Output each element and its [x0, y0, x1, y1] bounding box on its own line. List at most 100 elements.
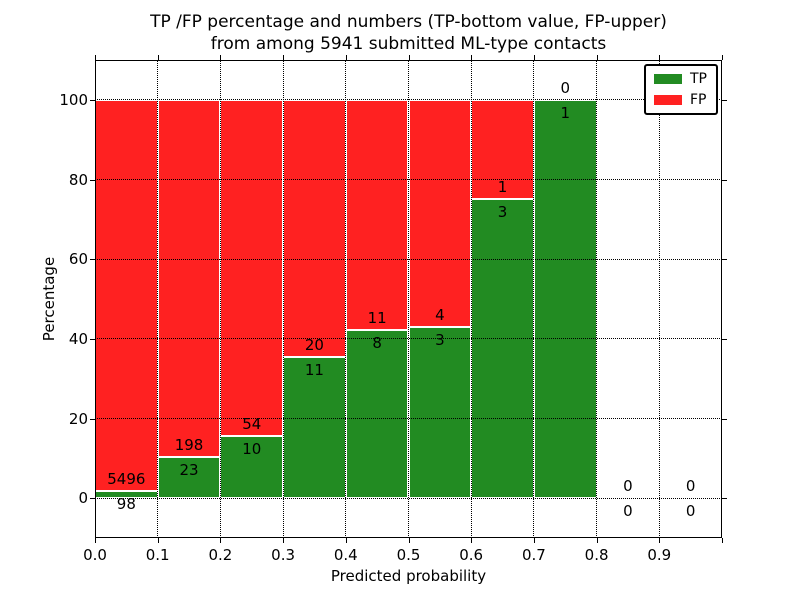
bar-segment-fp [95, 99, 158, 492]
bar-count-label-tp: 8 [372, 334, 382, 353]
bar-count-label-fp: 198 [174, 435, 204, 454]
bar-count-label-tp: 0 [623, 502, 633, 521]
bar-count-label-fp: 4 [435, 306, 445, 325]
legend-label-fp: FP [690, 92, 707, 108]
gridline-v [408, 60, 409, 538]
x-tick-mark [95, 538, 96, 543]
x-tick-mark [533, 55, 535, 60]
x-tick-label: 0.4 [333, 546, 358, 564]
x-tick-mark [283, 55, 285, 60]
x-tick-mark [471, 55, 473, 60]
bar-segment-fp [471, 99, 534, 200]
legend: TP FP [644, 64, 718, 115]
bar-segment-fp [157, 99, 221, 457]
y-tick-mark [722, 259, 727, 261]
gridline-v [470, 60, 472, 538]
legend-swatch-fp [654, 95, 682, 105]
bar-segment-tp [533, 99, 597, 499]
bar-count-label-tp: 1 [560, 103, 571, 122]
y-tick-label: 80 [68, 170, 88, 189]
x-tick-mark [408, 55, 410, 60]
bar-count-label-fp: 20 [304, 335, 324, 354]
x-tick-mark [408, 538, 410, 543]
bar-count-label-fp: 0 [685, 477, 696, 496]
x-tick-mark [722, 55, 723, 60]
y-tick-label: 20 [68, 409, 88, 428]
x-tick-label: 0.2 [208, 546, 233, 564]
y-tick-label: 40 [68, 329, 88, 348]
x-tick-mark [345, 55, 347, 60]
bar-count-label-fp: 0 [560, 78, 571, 97]
x-tick-mark [157, 538, 159, 543]
legend-item-tp: TP [654, 72, 708, 86]
x-tick-mark [471, 538, 473, 543]
bar-count-label-fp: 54 [242, 414, 262, 433]
chart-title-line2: from among 5941 submitted ML-type contac… [210, 34, 607, 54]
x-tick-mark [345, 538, 347, 543]
x-tick-mark [220, 538, 222, 543]
x-tick-label: 0.3 [271, 546, 296, 564]
x-tick-mark [95, 55, 96, 60]
x-tick-mark [722, 538, 723, 543]
x-tick-mark [220, 55, 222, 60]
bar-segment-tp [408, 327, 472, 499]
bar-segment-fp [283, 99, 346, 357]
bar-count-label-tp: 98 [116, 495, 136, 514]
x-tick-label: 0.1 [145, 546, 170, 564]
y-tick-mark [90, 179, 95, 181]
bar-segment-tp [345, 330, 409, 499]
x-tick-mark [659, 55, 661, 60]
gridline-v [282, 60, 284, 538]
legend-label-tp: TP [690, 71, 707, 87]
y-tick-mark [90, 338, 95, 340]
legend-item-fp: FP [654, 93, 708, 107]
chart-title-line1: TP /FP percentage and numbers (TP-bottom… [150, 12, 667, 32]
gridline-v [658, 60, 660, 538]
y-tick-mark [90, 99, 95, 101]
bar-segment-tp [471, 199, 534, 499]
legend-swatch-tp [654, 74, 682, 84]
bar-count-label-fp: 5496 [107, 470, 146, 489]
y-tick-label: 0 [78, 489, 88, 508]
bar-segment-fp [220, 99, 284, 436]
x-tick-label: 0.0 [83, 546, 107, 564]
gridline-v [596, 60, 598, 538]
bar-segment-fp [408, 99, 472, 328]
bar-count-label-tp: 0 [685, 502, 696, 521]
gridline-v [157, 60, 159, 538]
x-tick-label: 0.7 [521, 546, 546, 564]
x-tick-label: 0.8 [584, 546, 609, 564]
x-tick-mark [596, 538, 598, 543]
y-tick-mark [722, 179, 727, 181]
bar-segment-fp [345, 99, 409, 331]
x-tick-mark [157, 55, 159, 60]
y-tick-mark [90, 259, 95, 261]
bar-count-label-fp: 11 [367, 309, 387, 328]
x-tick-mark [533, 538, 535, 543]
bar-count-label-tp: 23 [179, 460, 199, 479]
y-tick-label: 100 [59, 90, 88, 109]
x-tick-label: 0.5 [396, 546, 421, 564]
y-tick-mark [90, 498, 95, 500]
y-tick-mark [722, 498, 727, 500]
y-axis-label: Percentage [40, 256, 58, 342]
bar-count-label-tp: 11 [304, 360, 324, 379]
y-tick-label: 60 [68, 250, 88, 269]
x-tick-label: 0.6 [459, 546, 484, 564]
bar-count-label-tp: 3 [497, 203, 508, 222]
chart-title: TP /FP percentage and numbers (TP-bottom… [95, 11, 722, 55]
y-tick-mark [90, 418, 95, 420]
bar-count-label-tp: 3 [435, 331, 445, 350]
x-tick-label: 0.9 [647, 546, 672, 564]
gridline-v [533, 60, 535, 538]
gridline-v [219, 60, 221, 538]
x-tick-mark [283, 538, 285, 543]
y-tick-mark [722, 99, 727, 101]
bar-count-label-fp: 1 [497, 178, 508, 197]
x-tick-mark [596, 55, 598, 60]
bar-count-label-fp: 0 [623, 477, 633, 496]
gridline-v [345, 60, 347, 538]
y-tick-mark [722, 338, 727, 340]
